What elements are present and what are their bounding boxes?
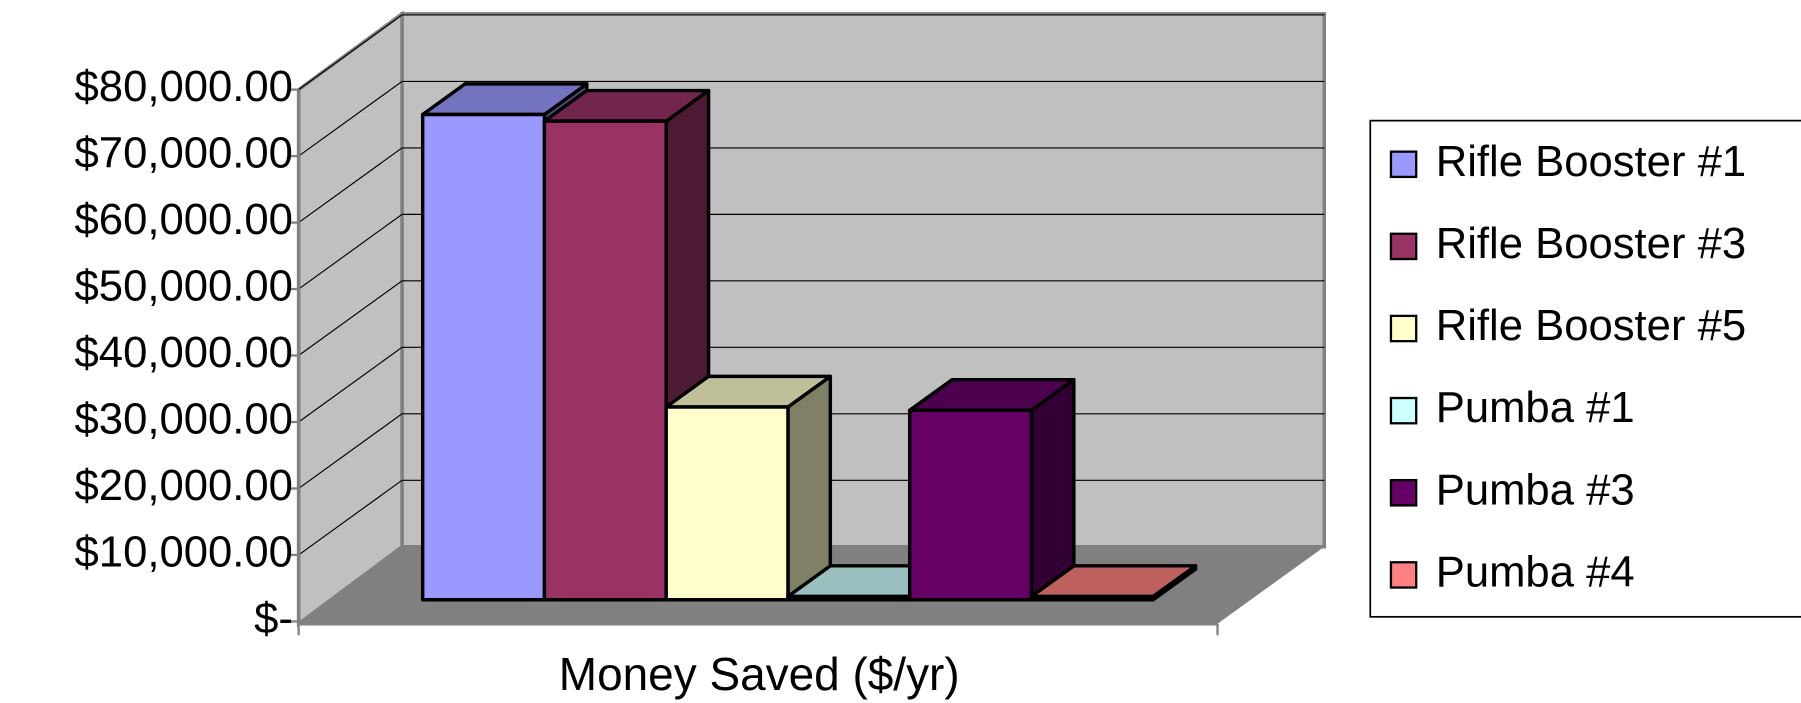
- legend-label: Pumba #1: [1436, 383, 1635, 432]
- legend-swatch: [1389, 232, 1418, 261]
- legend-label: Rifle Booster #1: [1436, 137, 1746, 186]
- grid-line: [298, 80, 403, 157]
- legend-swatch: [1389, 561, 1418, 589]
- y-tick-label: $20,000.00: [75, 461, 293, 510]
- legend-box: [1369, 119, 1801, 618]
- bar-front: [907, 408, 1034, 602]
- grid-line: [298, 413, 403, 489]
- y-tick-label: $30,000.00: [75, 395, 293, 444]
- legend-swatch: [1389, 396, 1418, 425]
- bar: [664, 374, 833, 602]
- bar-front: [786, 594, 912, 602]
- bar-front: [1029, 594, 1155, 602]
- grid-line: [298, 14, 403, 91]
- legend-label: Rifle Booster #3: [1436, 219, 1746, 268]
- grid-line: [298, 346, 403, 423]
- legend-swatch: [1389, 150, 1418, 179]
- y-tick-label: $60,000.00: [75, 195, 293, 244]
- bar-front: [664, 405, 790, 602]
- legend-swatch: [1389, 314, 1418, 343]
- y-tick-label: $10,000.00: [75, 527, 293, 576]
- bar-front: [420, 112, 547, 602]
- y-tick-label: $-: [254, 594, 293, 643]
- bar-side: [1029, 377, 1076, 602]
- bar-side: [786, 374, 833, 602]
- grid-line: [298, 479, 403, 556]
- legend-label: Pumba #3: [1436, 465, 1635, 514]
- legend-label: Pumba #4: [1436, 547, 1635, 596]
- y-tick-label: $40,000.00: [75, 328, 293, 377]
- y-tick-label: $80,000.00: [75, 62, 293, 111]
- bar-front: [542, 119, 668, 602]
- grid-line: [298, 280, 403, 356]
- grid-line: [298, 147, 403, 224]
- y-tick-label: $70,000.00: [75, 129, 293, 178]
- bar: [1029, 564, 1198, 602]
- grid-line: [298, 213, 403, 290]
- legend-swatch: [1389, 478, 1418, 507]
- legend-label: Rifle Booster #5: [1436, 301, 1746, 350]
- y-tick-label: $50,000.00: [75, 262, 293, 311]
- bar: [907, 377, 1076, 602]
- x-tick-label: Money Saved ($/yr): [559, 648, 960, 700]
